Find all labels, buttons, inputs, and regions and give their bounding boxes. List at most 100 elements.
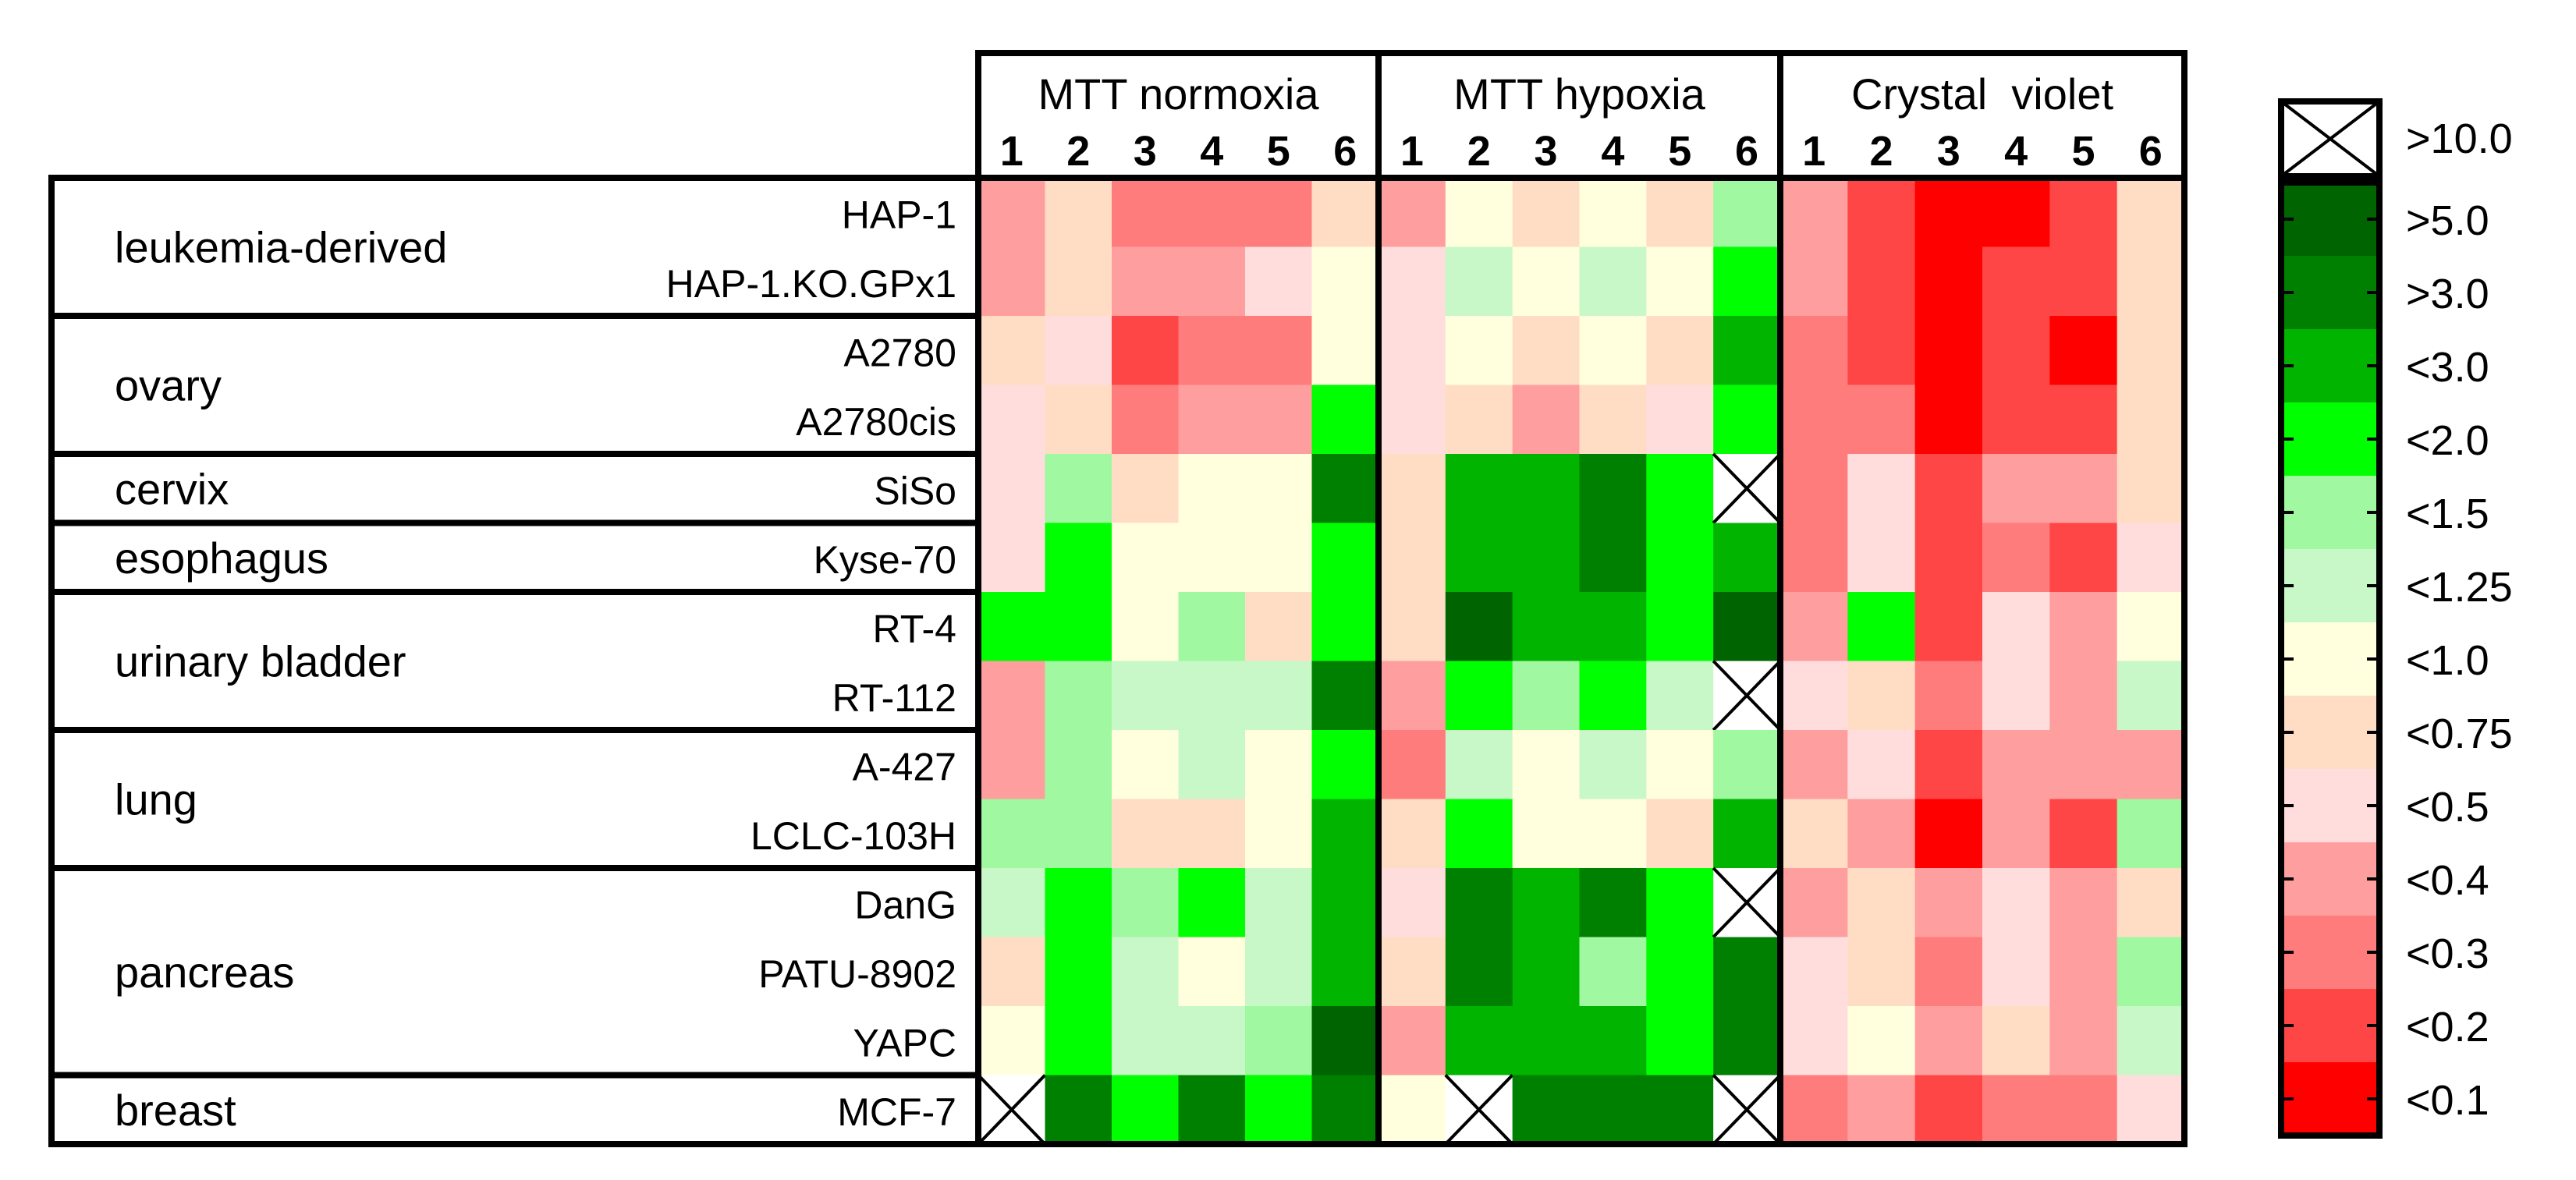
heatmap-cell <box>1579 523 1647 593</box>
heatmap-cell <box>1112 246 1180 317</box>
heatmap-cell <box>1512 246 1581 317</box>
cell-line-label: YAPC <box>853 1021 956 1065</box>
heatmap-cell <box>1311 523 1379 593</box>
heatmap-cell <box>2049 868 2118 938</box>
heatmap-cell <box>1780 178 1848 248</box>
heatmap-cell <box>1847 454 1916 524</box>
heatmap-cell <box>2117 454 2185 524</box>
heatmap-cell <box>1311 454 1379 524</box>
heatmap-cell <box>1445 937 1513 1007</box>
heatmap-cell-crossed <box>1712 452 1782 524</box>
heatmap-cell <box>978 1006 1046 1076</box>
heatmap-cell <box>1245 523 1313 593</box>
cell-line-label: LCLC-103H <box>750 814 956 858</box>
heatmap-cell <box>2049 178 2118 248</box>
heatmap-cell <box>1646 316 1714 386</box>
heatmap-cell <box>1311 1006 1379 1076</box>
cell-line-label: SiSo <box>874 469 956 512</box>
cross-line <box>1712 1074 1782 1146</box>
legend-label: <0.4 <box>2406 857 2489 904</box>
heatmap-grid <box>975 50 2187 1147</box>
heatmap-cell <box>1512 178 1581 248</box>
column-number: 2 <box>1869 128 1893 175</box>
heatmap-cell <box>1378 937 1446 1007</box>
heatmap-cell <box>1112 937 1180 1007</box>
heatmap-cell <box>1914 384 1983 455</box>
heatmap-cell <box>2049 937 2118 1007</box>
heatmap-cell <box>1646 523 1714 593</box>
heatmap-cell <box>1311 316 1379 386</box>
heatmap-cell <box>1847 246 1916 317</box>
group-label: breast <box>115 1086 236 1135</box>
cell-line-label: A-427 <box>853 745 956 788</box>
heatmap-cell <box>978 799 1046 869</box>
heatmap-cell <box>2049 661 2118 731</box>
heatmap-cell <box>1378 1075 1446 1145</box>
heatmap-cell <box>1914 937 1983 1007</box>
heatmap-cell <box>1847 1075 1916 1145</box>
heatmap-cell <box>1311 246 1379 317</box>
heatmap-cell <box>1914 316 1983 386</box>
heatmap-cell <box>1914 592 1983 662</box>
legend-cross-swatch <box>2280 100 2381 178</box>
heatmap-cell <box>1982 937 2050 1007</box>
legend-swatch <box>2281 476 2379 550</box>
heatmap-cell <box>1112 523 1180 593</box>
heatmap-cell <box>1445 799 1513 869</box>
panel-title: MTT hypoxia <box>1453 69 1705 119</box>
legend-swatch <box>2281 622 2379 696</box>
heatmap-cell <box>1914 1075 1983 1145</box>
group-label: cervix <box>115 464 229 513</box>
heatmap-cell <box>1045 384 1112 455</box>
heatmap-cell <box>1311 592 1379 662</box>
heatmap-cell <box>2049 246 2118 317</box>
heatmap-cell <box>1646 730 1714 800</box>
heatmap-cell <box>2117 384 2185 455</box>
heatmap-cell <box>1445 592 1513 662</box>
heatmap-cell <box>1512 592 1581 662</box>
group-label: ovary <box>115 361 222 410</box>
heatmap-cell <box>1045 454 1112 524</box>
heatmap-cells <box>977 178 2185 1146</box>
heatmap-cell <box>1579 937 1647 1007</box>
heatmap-cell <box>2117 316 2185 386</box>
heatmap-cell <box>1445 384 1513 455</box>
column-number: 5 <box>1668 128 1691 175</box>
legend-swatch <box>2281 842 2379 916</box>
heatmap-cell <box>1378 454 1446 524</box>
heatmap-cell <box>1112 316 1180 386</box>
heatmap-cell <box>1512 937 1581 1007</box>
heatmap-cell <box>1982 384 2050 455</box>
heatmap-cell <box>1445 246 1513 317</box>
heatmap-cell-crossed <box>977 1074 1046 1146</box>
heatmap-cell <box>1579 384 1647 455</box>
heatmap-cell <box>1847 178 1916 248</box>
column-number: 5 <box>2071 128 2095 175</box>
heatmap-cell <box>1311 868 1379 938</box>
heatmap-cell <box>1982 730 2050 800</box>
heatmap-cell <box>1847 592 1916 662</box>
heatmap-cell <box>1914 246 1983 317</box>
heatmap-cell <box>1982 868 2050 938</box>
row-label-background <box>51 178 978 1144</box>
cell-line-label: PATU-8902 <box>758 952 956 996</box>
heatmap-cell <box>2049 592 2118 662</box>
heatmap-cell <box>2117 178 2185 248</box>
heatmap-cell <box>1245 1006 1313 1076</box>
heatmap-cell <box>1178 1075 1246 1145</box>
heatmap-cell <box>1045 1075 1112 1145</box>
heatmap-cell <box>2049 523 2118 593</box>
heatmap-cell <box>1579 592 1647 662</box>
heatmap-cell <box>1378 316 1446 386</box>
heatmap-cell <box>1245 316 1313 386</box>
heatmap-cell <box>1178 316 1246 386</box>
heatmap-cell <box>1982 661 2050 731</box>
heatmap-cell <box>1378 730 1446 800</box>
heatmap-cell <box>1512 868 1581 938</box>
column-number: 6 <box>1333 128 1357 175</box>
heatmap-cell <box>1713 592 1781 662</box>
column-number: 2 <box>1467 128 1491 175</box>
legend-label: <0.75 <box>2406 710 2513 757</box>
heatmap-cell <box>1646 868 1714 938</box>
heatmap-cell <box>1378 799 1446 869</box>
